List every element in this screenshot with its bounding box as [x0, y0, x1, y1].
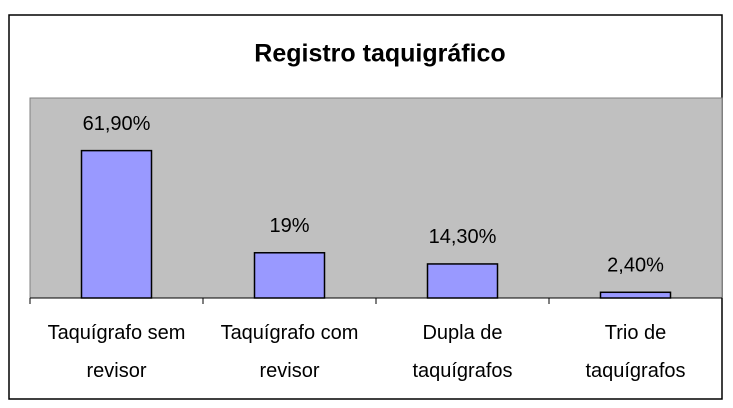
x-tick-label: Trio de taquígrafos [585, 322, 686, 382]
x-tick-label: Taquígrafo com revisor [220, 322, 359, 382]
bar [426, 263, 499, 299]
bar [253, 252, 326, 299]
value-label: 19% [269, 215, 309, 237]
x-tick-label: Dupla de taquígrafos [412, 322, 513, 382]
value-label: 61,90% [83, 113, 151, 135]
x-tick-label: Taquígrafo sem revisor [47, 322, 186, 382]
value-label: 14,30% [429, 226, 497, 248]
value-label: 2,40% [607, 255, 664, 277]
bar [599, 291, 672, 299]
bar [80, 149, 153, 299]
chart-title: Registro taquigráfico [254, 40, 505, 68]
